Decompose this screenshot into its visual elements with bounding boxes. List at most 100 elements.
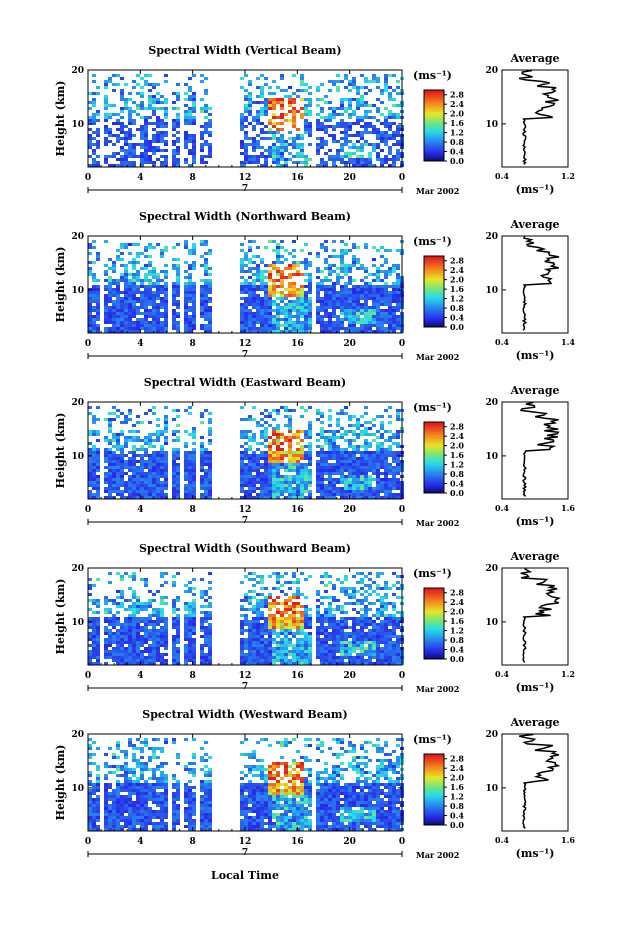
heatmap-cell	[272, 294, 276, 297]
heatmap-cell	[136, 650, 140, 653]
heatmap-cell	[324, 487, 328, 490]
heatmap-cell	[364, 327, 368, 330]
heatmap-cell	[252, 659, 256, 662]
heatmap-cell	[128, 324, 132, 327]
heatmap-cell	[332, 107, 336, 110]
heatmap-cell	[112, 309, 116, 312]
heatmap-cell	[244, 264, 248, 267]
heatmap-cell	[124, 125, 128, 128]
heatmap-cell	[316, 143, 320, 146]
heatmap-cell	[284, 249, 288, 252]
heatmap-cell	[308, 318, 312, 321]
heatmap-cell	[124, 662, 128, 665]
heatmap-cell	[244, 620, 248, 623]
heatmap-cell	[272, 587, 276, 590]
heatmap-cell	[364, 104, 368, 107]
heatmap-cell	[164, 436, 168, 439]
heatmap-cell	[140, 137, 144, 140]
colorbar-swatch	[424, 139, 444, 143]
heatmap-cell	[296, 463, 300, 466]
heatmap-cell	[144, 659, 148, 662]
heatmap-cell	[124, 282, 128, 285]
heatmap-cell	[188, 638, 192, 641]
heatmap-cell	[172, 575, 176, 578]
heatmap-cell	[276, 261, 280, 264]
heatmap-cell	[376, 270, 380, 273]
heatmap-cell	[380, 460, 384, 463]
heatmap-cell	[288, 466, 292, 469]
heatmap-cell	[184, 315, 188, 318]
heatmap-cell	[92, 273, 96, 276]
heatmap-cell	[276, 454, 280, 457]
heatmap-cell	[192, 119, 196, 122]
heatmap-cell	[324, 164, 328, 167]
heatmap-cell	[204, 460, 208, 463]
heatmap-cell	[96, 294, 100, 297]
heatmap-cell	[112, 632, 116, 635]
y-tick-label: 20	[71, 232, 84, 242]
heatmap-cell	[396, 306, 400, 309]
heatmap-cell	[328, 264, 332, 267]
heatmap-cell	[392, 330, 396, 333]
x-tick-label: 20	[343, 505, 356, 515]
heatmap-cell	[260, 86, 264, 89]
heatmap-cell	[120, 264, 124, 267]
heatmap-cell	[132, 445, 136, 448]
heatmap-cell	[188, 623, 192, 626]
heatmap-cell	[144, 463, 148, 466]
heatmap-cell	[352, 294, 356, 297]
heatmap-cell	[368, 496, 372, 499]
heatmap-cell	[292, 288, 296, 291]
heatmap-cell	[296, 137, 300, 140]
heatmap-cell	[144, 312, 148, 315]
heatmap-cell	[308, 433, 312, 436]
heatmap-cell	[264, 656, 268, 659]
heatmap-cell	[192, 593, 196, 596]
heatmap-cell	[380, 255, 384, 258]
heatmap-cell	[324, 267, 328, 270]
heatmap-cell	[364, 481, 368, 484]
heatmap-cell	[268, 659, 272, 662]
heatmap-cell	[264, 107, 268, 110]
heatmap-cell	[172, 433, 176, 436]
heatmap-cell	[128, 605, 132, 608]
heatmap-cell	[192, 282, 196, 285]
heatmap-cell	[316, 291, 320, 294]
heatmap-cell	[352, 451, 356, 454]
heatmap-cell	[132, 306, 136, 309]
heatmap-cell	[108, 312, 112, 315]
colorbar-swatch	[424, 116, 444, 119]
heatmap-cell	[144, 451, 148, 454]
heatmap-cell	[344, 469, 348, 472]
average-y-tick-label: 20	[485, 398, 498, 408]
heatmap-cell	[396, 481, 400, 484]
heatmap-cell	[304, 318, 308, 321]
heatmap-cell	[368, 490, 372, 493]
heatmap-cell	[340, 122, 344, 125]
heatmap-cell	[208, 617, 212, 620]
heatmap-cell	[248, 493, 252, 496]
colorbar-swatch	[424, 483, 444, 487]
heatmap-cell	[252, 318, 256, 321]
heatmap-cell	[108, 481, 112, 484]
heatmap-cell	[120, 578, 124, 581]
heatmap-cell	[348, 80, 352, 83]
heatmap-cell	[108, 113, 112, 116]
heatmap-cell	[112, 620, 116, 623]
heatmap-cell	[308, 252, 312, 255]
heatmap-cell	[208, 421, 212, 424]
heatmap-cell	[360, 291, 364, 294]
heatmap-cell	[184, 294, 188, 297]
heatmap-cell	[152, 300, 156, 303]
heatmap-cell	[256, 620, 260, 623]
heatmap-cell	[316, 433, 320, 436]
heatmap-cell	[368, 442, 372, 445]
heatmap-cell	[104, 602, 108, 605]
heatmap-cell	[188, 454, 192, 457]
heatmap-cell	[328, 409, 332, 412]
heatmap-cell	[328, 306, 332, 309]
heatmap-cell	[268, 424, 272, 427]
heatmap-cell	[176, 463, 180, 466]
heatmap-cell	[164, 264, 168, 267]
heatmap-cell	[368, 457, 372, 460]
